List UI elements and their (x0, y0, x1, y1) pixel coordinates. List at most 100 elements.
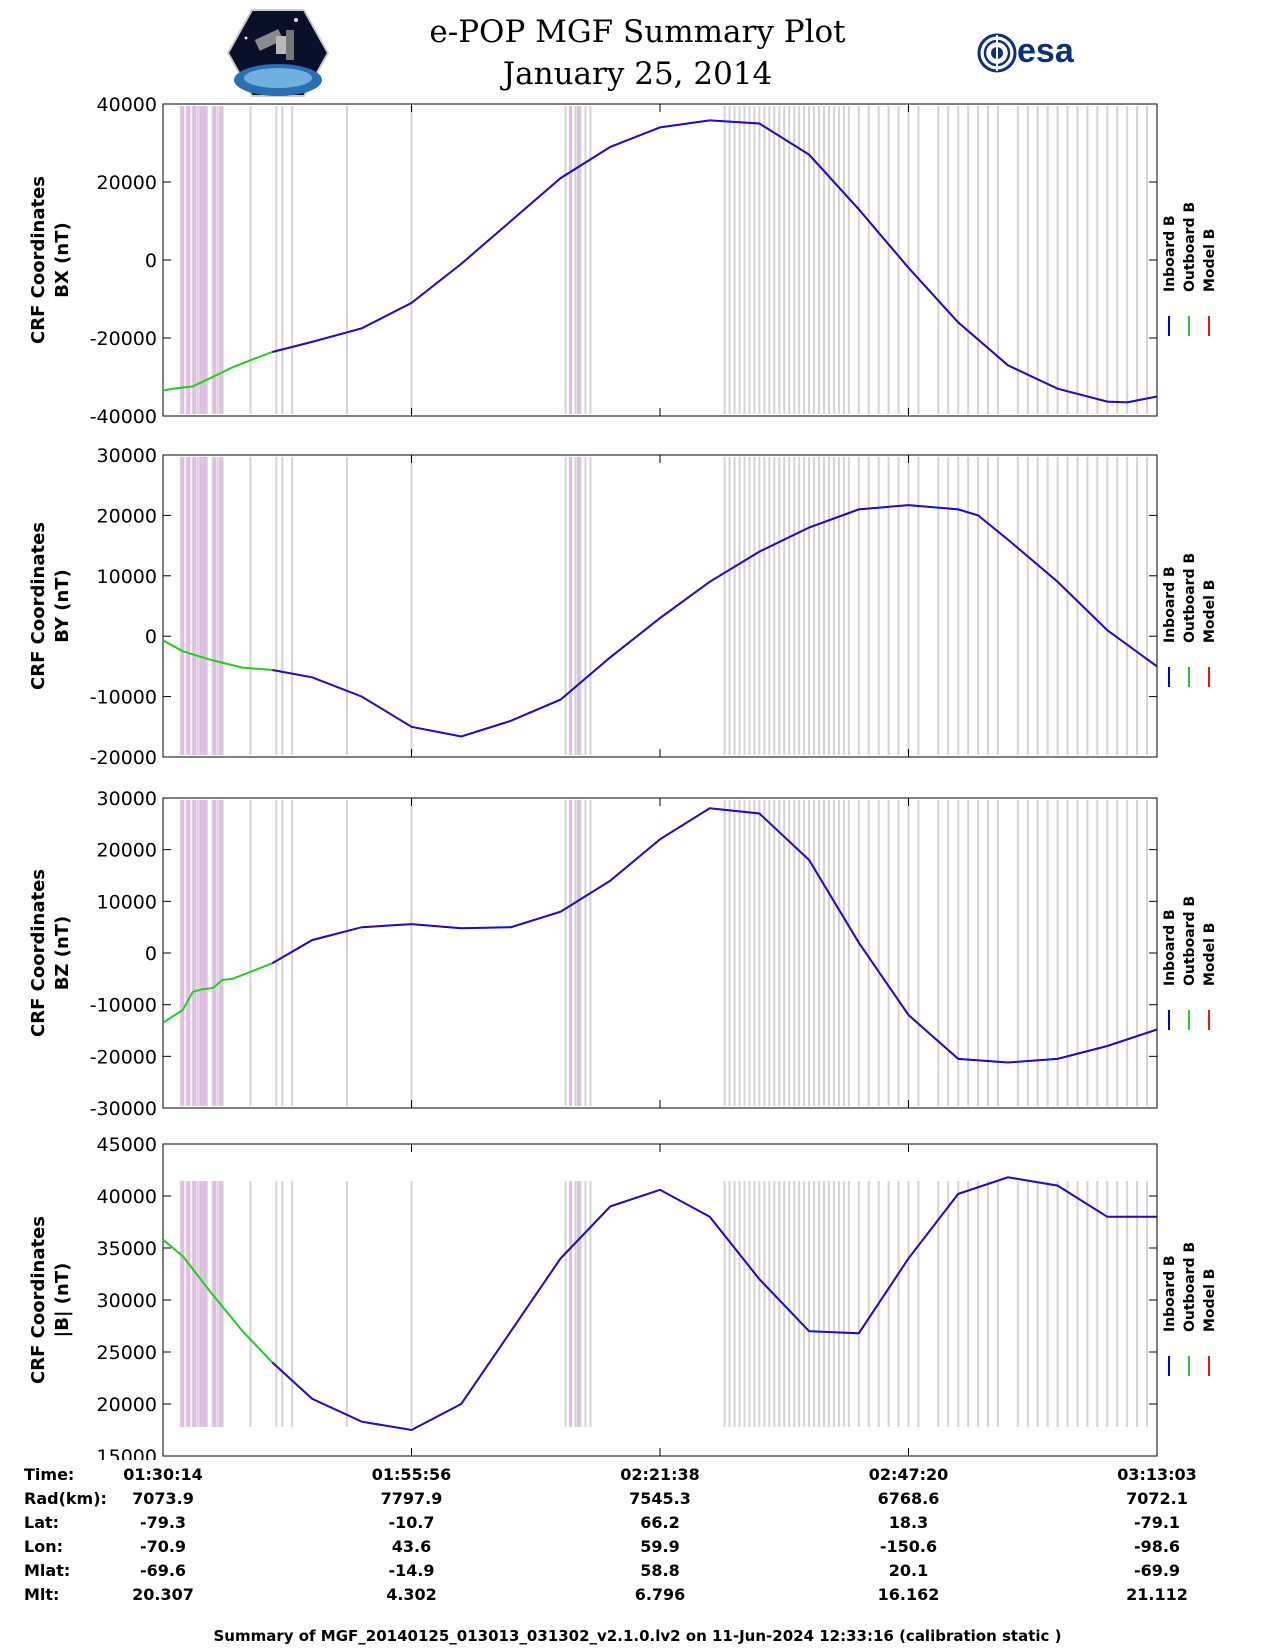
esa-globe-icon (977, 33, 1017, 73)
legend-label: Outboard B (1182, 896, 1198, 986)
y-axis-label-units: BY (nT) (52, 569, 73, 643)
info-row: Lon: -70.9 43.6 59.9 -150.6 -98.6 (0, 1537, 1275, 1561)
legend-label: Model B (1202, 229, 1218, 292)
y-tick-label: 20000 (97, 172, 157, 194)
series-line-inboard-b (271, 1176, 1157, 1432)
series-line-model-b (272, 504, 1158, 737)
y-tick-label: -40000 (90, 406, 157, 428)
y-tick-label: 0 (145, 250, 157, 272)
info-cell: 02:21:38 (620, 1465, 700, 1484)
chart-panel-2: 30000 20000 10000 0 -10000 -20000 CRF Coordina… (28, 445, 1218, 769)
legend-label: Model B (1202, 580, 1218, 643)
info-cell: 59.9 (640, 1537, 680, 1556)
y-tick-label: 45000 (97, 1134, 157, 1156)
y-tick-label: 40000 (97, 1186, 157, 1208)
series-line-outboard-b (162, 1238, 274, 1364)
chart-panel-1: 40000 20000 0 -20000 -40000 CRF Coordinates BX… (28, 94, 1218, 428)
info-cell: -10.7 (388, 1513, 435, 1532)
info-cell: 43.6 (391, 1537, 432, 1556)
info-cell: 21.112 (1126, 1585, 1188, 1604)
y-tick-label: 35000 (97, 1238, 157, 1260)
y-tick-label: 20000 (97, 505, 157, 527)
y-tick-label: 25000 (97, 1342, 157, 1364)
info-cell: -69.6 (139, 1561, 187, 1580)
summary-footer: Summary of MGF_20140125_013013_031302_v2… (213, 1627, 1062, 1645)
info-row-label: Rad(km): (24, 1489, 107, 1508)
series-line-model-b (272, 1176, 1157, 1431)
y-tick-label: 30000 (97, 1290, 157, 1312)
series-line-outboard-b (162, 962, 273, 1024)
legend-label: Outboard B (1182, 1242, 1198, 1332)
series-line-inboard-b (271, 807, 1158, 1064)
series-line-inboard-b (272, 119, 1158, 404)
legend-label: Outboard B (1182, 202, 1198, 292)
info-cell: 4.302 (386, 1585, 437, 1604)
y-tick-label: -10000 (90, 995, 157, 1017)
y-tick-label: -20000 (90, 1046, 157, 1068)
info-cell: 6768.6 (877, 1489, 940, 1508)
y-axis-label: CRF Coordinates (28, 522, 49, 690)
info-cell: 03:13:03 (1117, 1465, 1197, 1484)
y-axis-label-units: BX (nT) (52, 222, 73, 297)
info-row-label: Time: (24, 1465, 75, 1484)
y-tick-label: 30000 (97, 445, 157, 467)
info-cell: 20.1 (888, 1561, 929, 1580)
y-tick-label: 15000 (97, 1446, 157, 1460)
y-tick-label: 0 (145, 626, 157, 648)
info-cell: -79.3 (139, 1513, 187, 1532)
esa-wordmark: esa (1017, 32, 1074, 70)
y-tick-label: 30000 (97, 788, 157, 810)
info-cell: 7072.1 (1126, 1489, 1188, 1508)
y-tick-label: 10000 (97, 891, 157, 913)
info-cell: 66.2 (640, 1513, 680, 1532)
y-axis-label: CRF Coordinates (28, 869, 49, 1037)
plot-frame (162, 454, 1158, 758)
info-cell: -14.9 (388, 1561, 435, 1580)
info-cell: 01:55:56 (371, 1465, 452, 1484)
page-title: e-POP MGF Summary Plot (429, 14, 846, 50)
plot-frame (162, 103, 1158, 417)
y-axis-label-units: BZ (nT) (52, 916, 73, 991)
legend-label: Model B (1202, 923, 1218, 986)
y-tick-label: 20000 (97, 1394, 157, 1416)
esa-logo: esa (975, 30, 1095, 76)
info-cell: -150.6 (879, 1537, 938, 1556)
y-axis-label: CRF Coordinates (28, 176, 49, 344)
series-line-model-b (272, 807, 1158, 1063)
info-row-label: Lon: (24, 1537, 63, 1556)
cassiope-logo (226, 9, 330, 97)
info-cell: -98.6 (1133, 1537, 1181, 1556)
legend-label: Inboard B (1162, 909, 1178, 986)
y-tick-label: -20000 (90, 328, 157, 350)
legend-label: Outboard B (1182, 553, 1198, 643)
info-row-label: Lat: (24, 1513, 60, 1532)
y-tick-label: 40000 (97, 94, 157, 116)
y-tick-label: -20000 (90, 747, 157, 769)
info-cell: 18.3 (888, 1513, 929, 1532)
info-row: Rad(km): 7073.9 7797.9 7545.3 6768.6 7072.1 (0, 1489, 1275, 1513)
chart-panel-3: 30000 20000 10000 0 -10000 -20000 -30000 CRF Co… (28, 788, 1218, 1120)
legend-label: Inboard B (1162, 1255, 1178, 1332)
info-cell: 02:47:20 (868, 1465, 949, 1484)
info-cell: 20.307 (132, 1585, 194, 1604)
info-cell: -79.1 (1133, 1513, 1181, 1532)
info-cell: 6.796 (634, 1585, 686, 1604)
series-line-inboard-b (272, 504, 1158, 738)
info-cell: 7073.9 (132, 1489, 194, 1508)
page-subtitle-date: January 25, 2014 (502, 56, 773, 92)
info-row: Lat: -79.3 -10.7 66.2 18.3 -79.1 (0, 1513, 1275, 1537)
legend-label: Inboard B (1162, 566, 1178, 643)
info-cell: 7545.3 (629, 1489, 691, 1508)
info-cell: 01:30:14 (123, 1465, 203, 1484)
series-line-outboard-b (162, 351, 273, 392)
legend-label: Model B (1202, 1269, 1218, 1332)
series-line-model-b (272, 120, 1158, 403)
legend-label: Inboard B (1162, 215, 1178, 292)
y-tick-label: 0 (145, 943, 157, 965)
info-row: Mlt: 20.307 4.302 6.796 16.162 21.112 (0, 1585, 1275, 1609)
y-tick-label: -10000 (90, 687, 157, 709)
info-row-label: Mlt: (24, 1585, 60, 1604)
chart-panel-4: 45000 40000 35000 30000 25000 20000 15000 CRF C… (28, 1134, 1218, 1460)
y-tick-label: 10000 (97, 566, 157, 588)
